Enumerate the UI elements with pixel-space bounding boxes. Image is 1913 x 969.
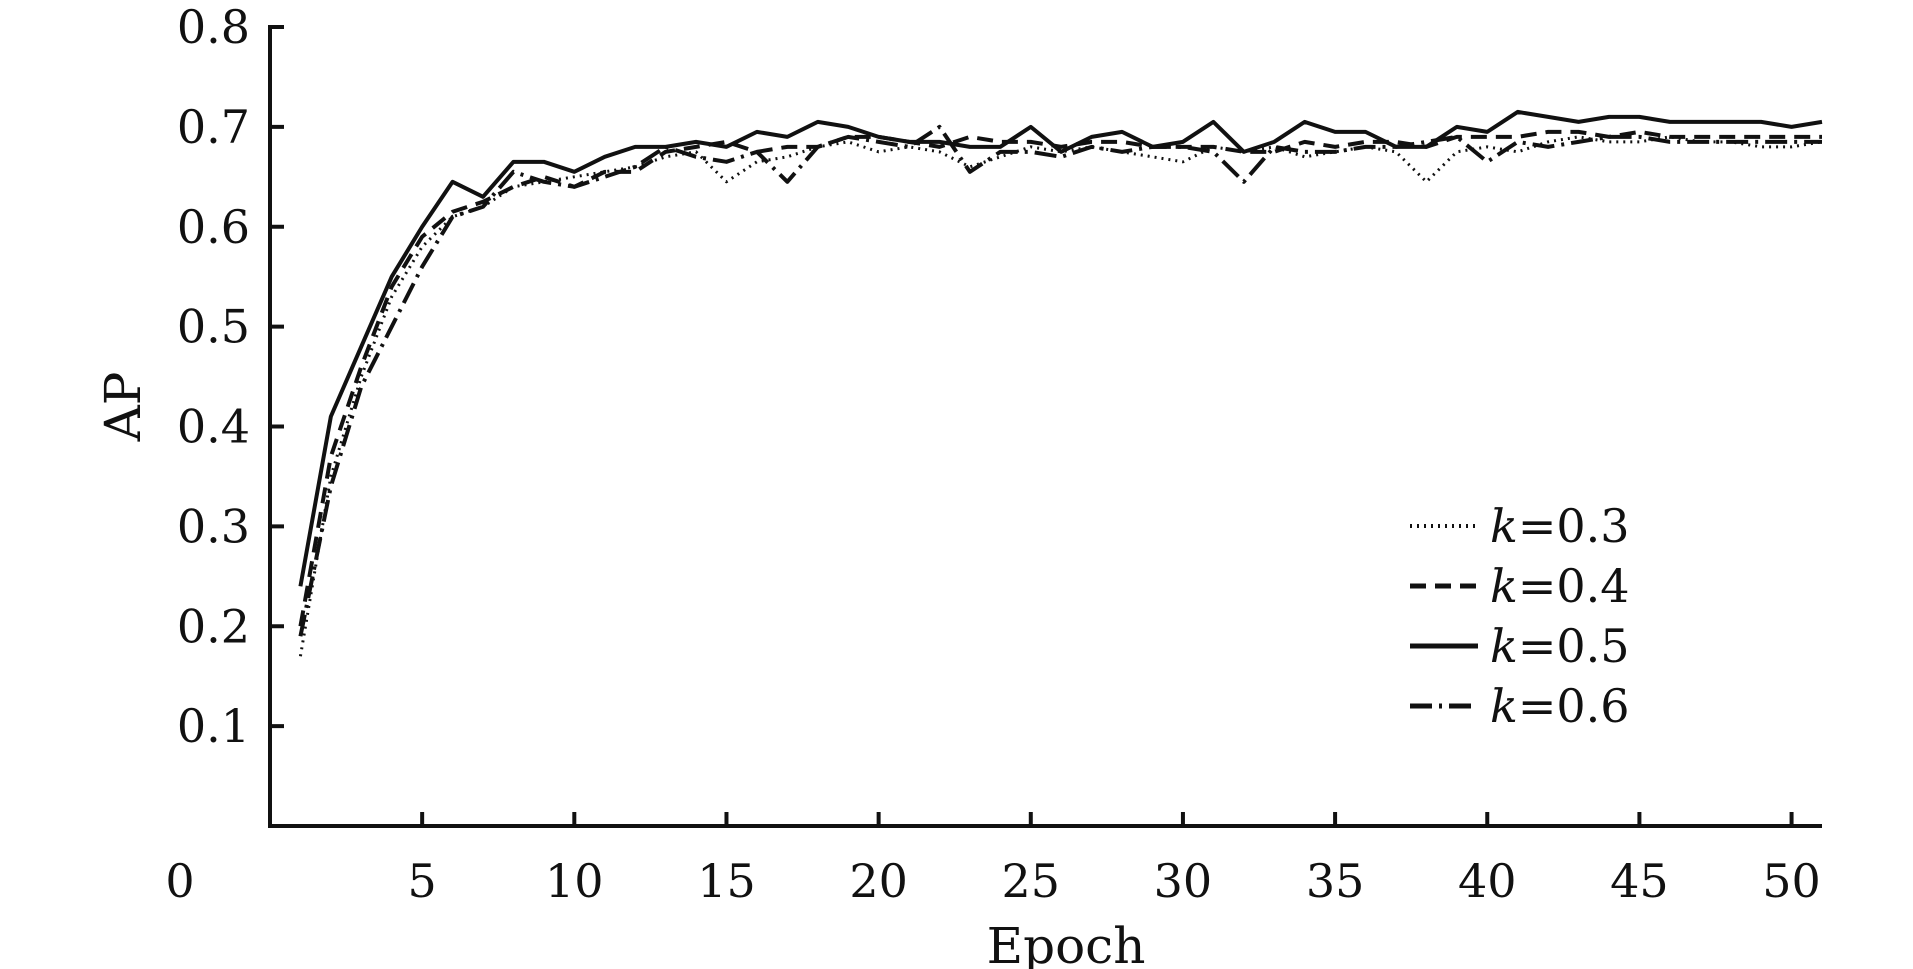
x-tick-label: 40 bbox=[1458, 854, 1517, 908]
legend-label-4: k=0.6 bbox=[1490, 679, 1630, 733]
x-tick-label: 30 bbox=[1154, 854, 1213, 908]
y-tick-label: 0.7 bbox=[177, 100, 250, 154]
y-tick-label: 0.4 bbox=[177, 400, 250, 454]
legend-label-3: k=0.5 bbox=[1490, 619, 1630, 673]
y-tick-label: 0.3 bbox=[177, 499, 250, 553]
x-axis-title: Epoch bbox=[987, 917, 1146, 969]
y-tick-label: 0.6 bbox=[177, 200, 250, 254]
legend-label-1: k=0.3 bbox=[1490, 499, 1630, 553]
x-tick-label: 15 bbox=[697, 854, 756, 908]
x-tick-label: 50 bbox=[1762, 854, 1821, 908]
y-tick-label: 0.5 bbox=[177, 300, 250, 354]
x-tick-label: 25 bbox=[1002, 854, 1061, 908]
y-tick-label: 0.1 bbox=[177, 699, 250, 753]
y-tick-label: 0.8 bbox=[177, 0, 250, 54]
x-tick-label: 10 bbox=[545, 854, 604, 908]
x-tick-label: 20 bbox=[849, 854, 908, 908]
x-tick-label: 45 bbox=[1610, 854, 1669, 908]
y-tick-label: 0.2 bbox=[177, 599, 250, 653]
ticks-layer: 0.1 0.2 0.3 0.4 0.5 0.6 0.7 0.8 5 10 15 20 25 30 35 40 4… bbox=[165, 0, 1820, 908]
x-tick-label: 5 bbox=[408, 854, 437, 908]
origin-label: 0 bbox=[165, 854, 194, 908]
legend-layer: k=0.3 k=0.4 k=0.5 k=0.6 bbox=[1410, 499, 1630, 733]
legend-label-2: k=0.4 bbox=[1490, 559, 1630, 613]
x-tick-label: 35 bbox=[1306, 854, 1365, 908]
y-axis-title: AP bbox=[94, 372, 152, 443]
